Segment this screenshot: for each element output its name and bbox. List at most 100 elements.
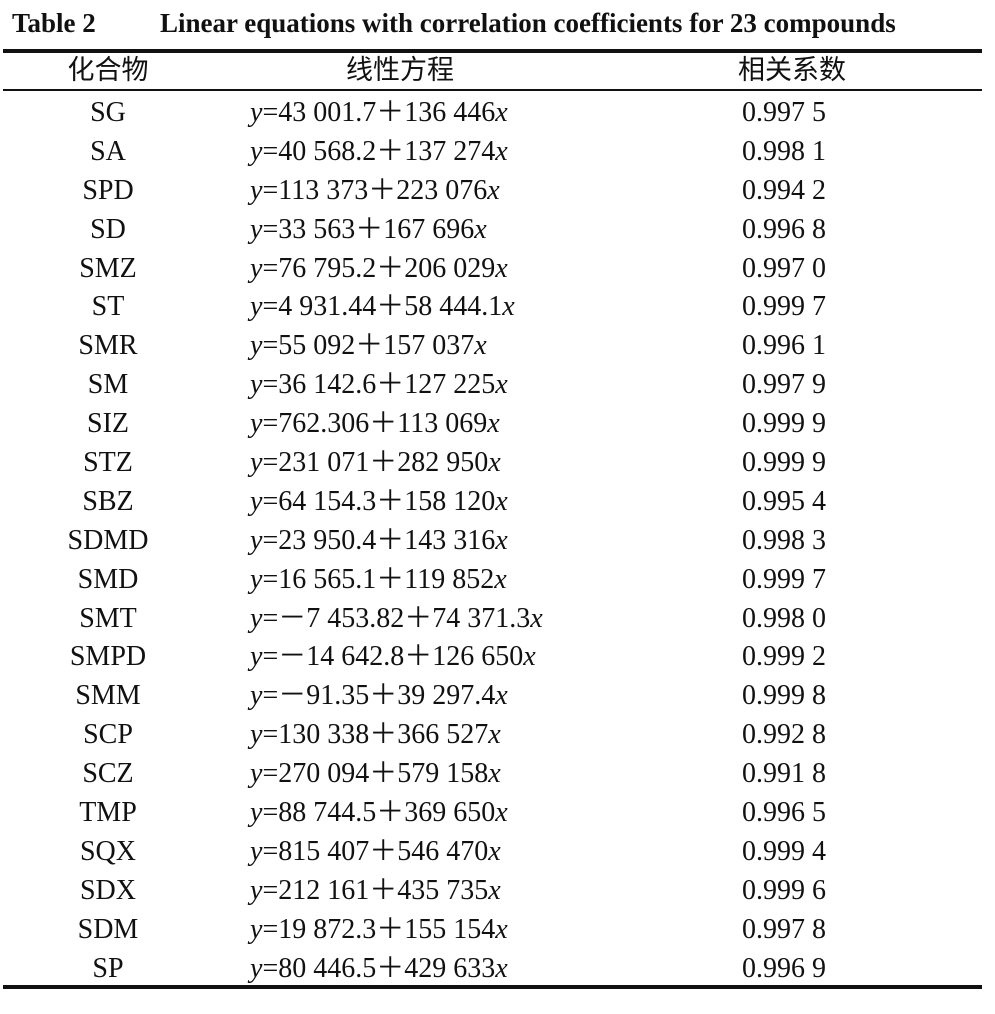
equation-cell: y=113 373＋223 076x	[250, 172, 500, 211]
equation-body: =4 931.44＋58 444.1	[262, 291, 503, 323]
equation-body: =55 092＋157 037	[262, 330, 475, 362]
equation-cell: y=23 950.4＋143 316x	[250, 522, 508, 561]
coefficient-cell: 0.996 1	[742, 330, 826, 362]
compound-cell: SCP	[83, 719, 133, 751]
header-equation: 线性方程	[346, 55, 454, 86]
coefficient-cell: 0.995 4	[742, 485, 826, 517]
equation-body: =19 872.3＋155 154	[262, 913, 496, 945]
equation-body: =16 565.1＋119 852	[262, 563, 495, 595]
variable-y: y	[250, 369, 263, 401]
header-coefficient: 相关系数	[738, 55, 846, 86]
coefficient-cell: 0.999 8	[742, 680, 826, 712]
coefficient-cell: 0.997 0	[742, 252, 826, 284]
coefficient-cell: 0.999 9	[742, 408, 826, 440]
variable-y: y	[250, 913, 263, 945]
variable-x: x	[495, 485, 508, 517]
equation-body: =762.306＋113 069	[262, 408, 488, 440]
table-row: SCP y=130 338＋366 527x 0.992 8	[0, 716, 995, 755]
equation-cell: y=815 407＋546 470x	[250, 833, 501, 872]
compound-cell: SQX	[79, 835, 136, 867]
compound-cell: STZ	[83, 447, 133, 479]
header-rule	[3, 89, 982, 91]
equation-cell: y=88 744.5＋369 650x	[250, 794, 508, 833]
coefficient-cell: 0.997 8	[742, 913, 826, 945]
variable-x: x	[523, 641, 536, 673]
variable-x: x	[474, 213, 487, 245]
variable-x: x	[488, 758, 501, 790]
compound-cell: SA	[90, 135, 126, 167]
variable-x: x	[530, 602, 543, 634]
compound-cell: SIZ	[87, 408, 129, 440]
equation-body: =815 407＋546 470	[262, 835, 489, 867]
compound-cell: SMZ	[79, 252, 137, 284]
table-row: SIZ y=762.306＋113 069x 0.999 9	[0, 405, 995, 444]
table-row: SQX y=815 407＋546 470x 0.999 4	[0, 833, 995, 872]
variable-y: y	[250, 485, 263, 517]
compound-cell: SBZ	[82, 485, 134, 517]
variable-x: x	[488, 719, 501, 751]
variable-y: y	[250, 330, 263, 362]
variable-x: x	[495, 797, 508, 829]
variable-x: x	[495, 952, 508, 984]
equation-body: =130 338＋366 527	[262, 719, 489, 751]
variable-y: y	[250, 680, 263, 712]
equation-body: =36 142.6＋127 225	[262, 369, 496, 401]
equation-cell: y=－7 453.82＋74 371.3x	[250, 600, 543, 639]
equation-body: =88 744.5＋369 650	[262, 797, 496, 829]
compound-cell: SDM	[77, 913, 139, 945]
variable-x: x	[495, 913, 508, 945]
variable-y: y	[250, 797, 263, 829]
compound-cell: SM	[87, 369, 129, 401]
variable-x: x	[488, 874, 501, 906]
variable-y: y	[250, 719, 263, 751]
table-title: Linear equations with correlation coeffi…	[160, 8, 896, 38]
equation-body: =－7 453.82＋74 371.3	[262, 602, 531, 634]
variable-x: x	[495, 252, 508, 284]
variable-x: x	[502, 291, 515, 323]
variable-x: x	[495, 524, 508, 556]
table-body: SG y=43 001.7＋136 446x 0.997 5 SA y=40 568.2…	[0, 94, 995, 988]
table-row: ST y=4 931.44＋58 444.1x 0.999 7	[0, 288, 995, 327]
variable-y: y	[250, 952, 263, 984]
variable-x: x	[487, 174, 500, 206]
equation-body: =40 568.2＋137 274	[262, 135, 496, 167]
compound-cell: SPD	[82, 174, 134, 206]
equation-cell: y=4 931.44＋58 444.1x	[250, 288, 515, 327]
variable-x: x	[495, 97, 508, 128]
equation-body: =113 373＋223 076	[262, 174, 488, 206]
coefficient-cell: 0.991 8	[742, 758, 826, 790]
variable-x: x	[488, 447, 501, 479]
equation-cell: y=40 568.2＋137 274x	[250, 133, 508, 172]
variable-y: y	[250, 174, 263, 206]
equation-body: =－14 642.8＋126 650	[262, 641, 524, 673]
equation-cell: y=－91.35＋39 297.4x	[250, 677, 508, 716]
table-label: Table 2	[12, 8, 96, 38]
compound-cell: TMP	[79, 797, 137, 829]
equation-cell: y=212 161＋435 735x	[250, 872, 501, 911]
variable-x: x	[495, 369, 508, 401]
compound-cell: SMR	[78, 330, 138, 362]
table-row: SP y=80 446.5＋429 633x 0.996 9	[0, 950, 995, 989]
equation-cell: y=16 565.1＋119 852x	[250, 561, 507, 600]
coefficient-cell: 0.999 9	[742, 447, 826, 479]
table-row: SMZ y=76 795.2＋206 029x 0.997 0	[0, 250, 995, 289]
compound-cell: ST	[91, 291, 125, 323]
equation-cell: y=762.306＋113 069x	[250, 405, 500, 444]
equation-body: =33 563＋167 696	[262, 213, 475, 245]
equation-cell: y=64 154.3＋158 120x	[250, 483, 508, 522]
variable-y: y	[250, 874, 263, 906]
equation-cell: y=130 338＋366 527x	[250, 716, 501, 755]
equation-cell: y=33 563＋167 696x	[250, 211, 487, 250]
equation-body: =64 154.3＋158 120	[262, 485, 496, 517]
equation-body: =43 001.7＋136 446	[262, 97, 496, 128]
coefficient-cell: 0.997 9	[742, 369, 826, 401]
compound-cell: SMD	[77, 563, 139, 595]
table-row: SDX y=212 161＋435 735x 0.999 6	[0, 872, 995, 911]
table-row: SBZ y=64 154.3＋158 120x 0.995 4	[0, 483, 995, 522]
coefficient-cell: 0.994 2	[742, 174, 826, 206]
compound-cell: SMT	[79, 602, 137, 634]
variable-y: y	[250, 408, 263, 440]
variable-y: y	[250, 252, 263, 284]
variable-y: y	[250, 213, 263, 245]
equation-cell: y=43 001.7＋136 446x	[250, 94, 508, 133]
